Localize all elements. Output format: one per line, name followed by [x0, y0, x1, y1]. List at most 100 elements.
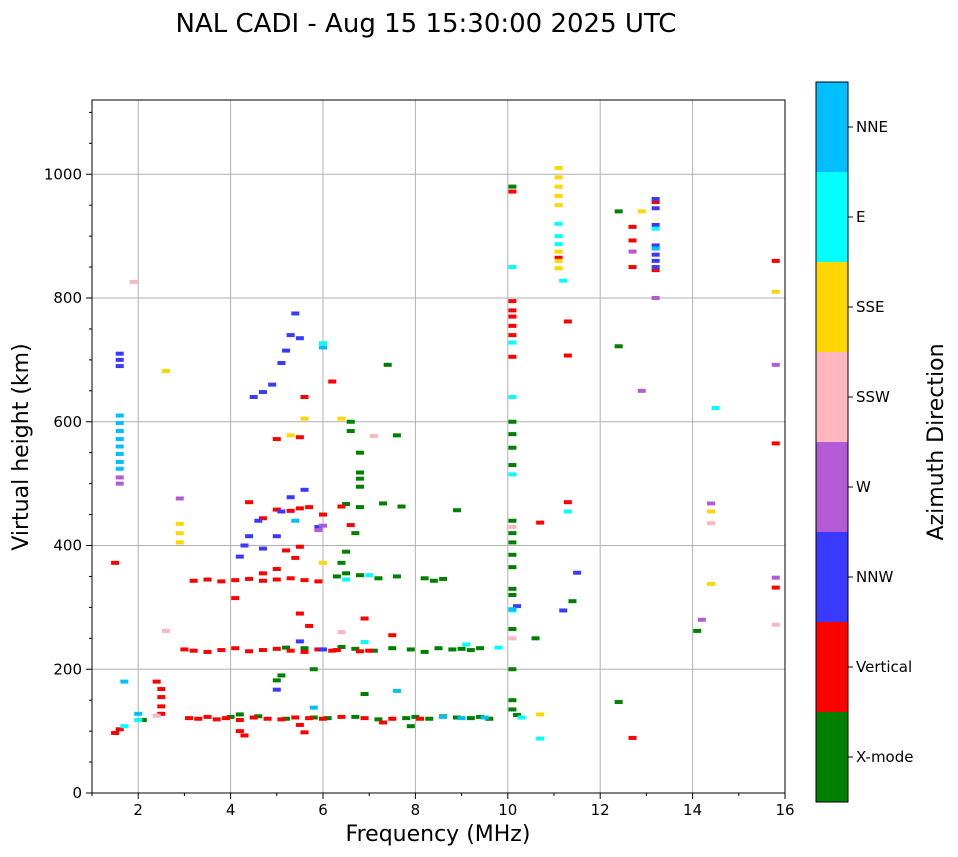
echo-point: [272, 687, 281, 692]
y-tick-label: 0: [72, 784, 82, 802]
echo-point: [231, 646, 240, 651]
echo-point: [295, 506, 304, 511]
echo-point: [452, 715, 461, 720]
echo-point: [513, 713, 522, 718]
echo-point: [508, 354, 517, 359]
echo-point: [628, 735, 637, 740]
echo-point: [508, 593, 517, 597]
x-tick-label: 4: [226, 801, 236, 819]
echo-point: [480, 715, 489, 720]
echo-point: [134, 711, 143, 716]
echo-point: [175, 521, 184, 526]
echo-point: [406, 724, 415, 729]
echo-point: [314, 528, 323, 533]
echo-point: [272, 646, 281, 651]
echo-point: [161, 369, 170, 374]
echo-point: [235, 712, 244, 717]
echo-point: [365, 573, 374, 578]
echo-point: [111, 560, 120, 565]
echo-point: [245, 500, 254, 505]
echo-point: [707, 501, 716, 506]
echo-point: [346, 419, 355, 424]
echo-point: [508, 395, 517, 399]
echo-point: [286, 495, 295, 500]
echo-point: [282, 548, 291, 553]
echo-point: [337, 504, 346, 509]
echo-point: [508, 340, 517, 345]
echo-point: [651, 246, 660, 251]
echo-point: [554, 234, 563, 239]
echo-point: [212, 717, 221, 722]
echo-point: [319, 345, 327, 350]
echo-point: [319, 341, 327, 346]
echo-point: [397, 504, 406, 509]
echo-point: [651, 206, 660, 211]
echo-point: [217, 648, 226, 653]
echo-point: [429, 578, 438, 583]
echo-point: [295, 336, 304, 341]
echo-point: [258, 571, 267, 576]
echo-point: [360, 616, 369, 621]
echo-point: [554, 255, 563, 260]
echo-point: [554, 184, 563, 189]
echo-point: [355, 484, 364, 489]
echo-point: [614, 700, 623, 705]
echo-point: [711, 406, 720, 411]
echo-point: [628, 249, 637, 254]
x-tick-label: 16: [775, 801, 794, 819]
echo-point: [115, 727, 124, 732]
x-tick-label: 6: [318, 801, 328, 819]
echo-point: [425, 716, 434, 721]
echo-point: [466, 716, 475, 721]
echo-point: [337, 644, 346, 649]
echo-point: [185, 716, 194, 721]
colorbar-tick-label: SSW: [856, 388, 890, 406]
echo-point: [563, 319, 572, 324]
colorbar-segment: [816, 712, 848, 802]
echo-point: [189, 648, 198, 653]
echo-point: [300, 416, 309, 421]
echo-point: [277, 717, 286, 722]
echo-point: [508, 314, 517, 319]
echo-point: [771, 441, 780, 446]
x-tick-label: 14: [683, 801, 702, 819]
chart-title: NAL CADI - Aug 15 15:30:00 2025 UTC: [176, 9, 677, 39]
echo-point: [277, 509, 286, 514]
echo-point: [300, 730, 309, 735]
echo-point: [355, 573, 364, 578]
echo-point: [508, 524, 517, 529]
echo-point: [554, 193, 563, 198]
echo-point: [355, 450, 364, 455]
echo-point: [707, 509, 716, 514]
echo-point: [115, 357, 124, 362]
echo-point: [152, 679, 161, 684]
echo-point: [309, 667, 318, 672]
echo-point: [314, 579, 323, 584]
echo-point: [342, 571, 351, 576]
echo-point: [254, 518, 263, 523]
echo-point: [115, 364, 124, 369]
echo-point: [175, 540, 184, 545]
echo-point: [291, 715, 300, 720]
echo-point: [249, 715, 258, 720]
echo-point: [411, 714, 420, 719]
echo-point: [319, 647, 327, 652]
echo-point: [286, 333, 295, 338]
echo-point: [508, 667, 517, 672]
echo-point: [272, 567, 281, 572]
colorbar-tick-label: NNE: [856, 118, 888, 136]
echo-point: [258, 516, 267, 521]
echo-point: [115, 475, 124, 480]
echo-point: [651, 252, 660, 257]
echo-point: [355, 649, 364, 654]
echo-point: [268, 382, 277, 387]
echo-point: [282, 716, 291, 721]
echo-point: [508, 586, 517, 591]
echo-point: [175, 496, 184, 501]
echo-point: [554, 258, 563, 263]
echo-point: [508, 540, 517, 545]
echo-point: [559, 608, 568, 613]
echo-point: [494, 645, 503, 650]
echo-point: [508, 299, 517, 304]
axis-ticks: 2 4 6 8 10 12 14 16 0 200 400 600 800 1000: [44, 111, 795, 819]
